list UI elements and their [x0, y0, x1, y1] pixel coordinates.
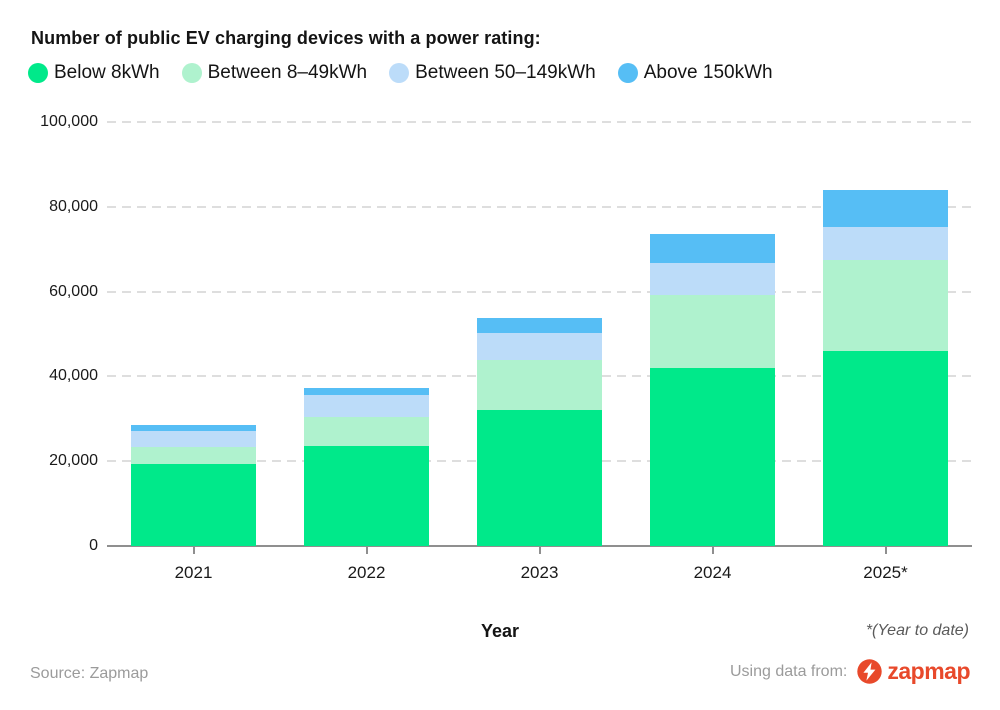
y-tick-label: 60,000 — [49, 282, 98, 300]
legend-swatch-above-150kwh-icon — [617, 63, 638, 83]
source-text: Source: Zapmap — [30, 665, 149, 682]
y-tick-label: 40,000 — [49, 367, 98, 385]
x-tick-label-2024: 2024 — [693, 563, 732, 582]
legend-item-between-50-149kwh: Between 50–149kWh — [389, 62, 596, 84]
bar-segment-2023-between-50-149kwh — [477, 332, 602, 361]
x-axis-title: Year — [480, 621, 520, 641]
y-tick-label: 0 — [89, 537, 98, 554]
legend: Below 8kWh Between 8–49kWh Between 50–149k… — [28, 62, 773, 84]
bar-segment-2024-between-8-49kwh — [650, 294, 775, 368]
attribution: Using data from: zapmap — [729, 658, 971, 685]
legend-label: Between 50–149kWh — [415, 62, 596, 83]
x-axis-tick — [884, 546, 887, 554]
bar-segment-2023-below-8kwh — [477, 409, 602, 546]
legend-label: Above 150kWh — [643, 62, 773, 83]
x-axis-tick — [711, 546, 714, 554]
legend-label: Between 8–49kWh — [207, 62, 368, 83]
attribution-text: Using data from: — [729, 662, 848, 680]
bar-2023 — [477, 318, 602, 546]
legend-swatch-below-8kwh-icon — [28, 63, 48, 83]
bar-segment-2024-above-150kwh — [650, 234, 775, 264]
x-axis-tick — [538, 546, 541, 554]
x-tick-label-2022: 2022 — [347, 563, 386, 582]
footnote: *(Year to date) — [865, 622, 969, 639]
bar-segment-2022-between-50-149kwh — [304, 394, 429, 418]
bar-segment-2025-below-8kwh — [823, 350, 948, 546]
bar-segment-2023-above-150kwh — [477, 318, 602, 333]
x-tick-label-2023: 2023 — [520, 563, 559, 582]
x-tick-label-2021: 2021 — [174, 563, 213, 582]
bar-segment-2021-below-8kwh — [131, 463, 256, 546]
y-tick-label: 20,000 — [49, 452, 98, 470]
legend-swatch-between-50-149kwh-icon — [389, 63, 410, 83]
plot-area — [107, 121, 972, 554]
legend-item-above-150kwh: Above 150kWh — [617, 62, 773, 84]
bar-segment-2021-between-8-49kwh — [131, 447, 256, 464]
bar-segment-2022-above-150kwh — [304, 387, 429, 395]
bar-segment-2022-below-8kwh — [304, 445, 429, 546]
bar-segment-2025-between-50-149kwh — [823, 226, 948, 261]
x-axis-tick — [192, 546, 195, 554]
bar-segment-2023-between-8-49kwh — [477, 360, 602, 410]
bar-2025 — [823, 189, 948, 546]
zapmap-wordmark: zapmap — [887, 658, 970, 684]
y-tick-label: 80,000 — [49, 197, 98, 215]
bar-segment-2025-between-8-49kwh — [823, 260, 948, 351]
bar-2024 — [650, 234, 775, 546]
bar-segment-2025-above-150kwh — [823, 189, 948, 227]
gridline — [107, 121, 972, 123]
x-axis-tick — [365, 546, 368, 554]
legend-item-between-8-49kwh: Between 8–49kWh — [181, 62, 368, 84]
legend-item-below-8kwh: Below 8kWh — [28, 62, 160, 84]
legend-swatch-between-8-49kwh-icon — [181, 63, 202, 83]
y-tick-label: 100,000 — [40, 113, 98, 130]
bar-2022 — [304, 387, 429, 546]
legend-label: Below 8kWh — [54, 62, 160, 83]
bar-2021 — [131, 424, 256, 546]
bar-segment-2021-above-150kwh — [131, 424, 256, 431]
bar-segment-2024-below-8kwh — [650, 367, 775, 546]
zapmap-bolt-icon — [857, 659, 883, 684]
gridline — [107, 290, 972, 293]
x-tick-label-2025: 2025* — [863, 563, 908, 582]
zapmap-logo: zapmap — [856, 658, 970, 685]
bar-segment-2021-between-50-149kwh — [131, 430, 256, 448]
chart-title: Number of public EV charging devices wit… — [31, 28, 541, 48]
gridline — [107, 205, 972, 208]
bar-segment-2022-between-8-49kwh — [304, 417, 429, 446]
bar-segment-2024-between-50-149kwh — [650, 263, 775, 295]
